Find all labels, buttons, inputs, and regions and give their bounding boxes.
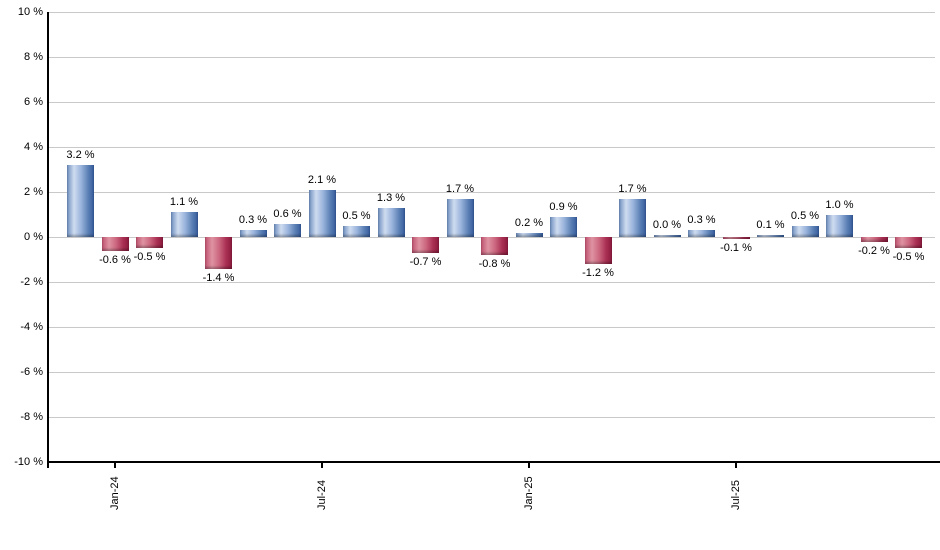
bar-Dec-23 <box>67 165 94 237</box>
bar-value-label: 3.2 % <box>66 149 95 161</box>
bar-value-label: 1.0 % <box>825 198 854 211</box>
bar-value-label: -0.8 % <box>478 258 511 270</box>
bar-value-label: 1.7 % <box>445 182 475 195</box>
bar-value-label: 0.3 % <box>687 214 716 227</box>
y-axis-tick-label: 2 % <box>24 186 43 198</box>
bar-value-label: 0.5 % <box>790 209 820 222</box>
bar-Jul-24 <box>308 189 336 237</box>
gridline <box>48 192 935 193</box>
bar-value-label: 0.6 % <box>273 207 302 220</box>
bar-value-label: -0.1 % <box>720 242 752 255</box>
y-axis-tick-label: -8 % <box>20 411 43 423</box>
y-axis-tick-label: -10 % <box>14 456 43 468</box>
bar-Jan-24 <box>101 237 129 251</box>
gridline <box>48 282 935 283</box>
x-axis-tick-label: Jul-25 <box>730 480 742 510</box>
bar-Nov-24 <box>446 198 474 237</box>
bar-Aug-24 <box>343 225 370 237</box>
gridline <box>48 147 935 148</box>
y-axis-tick-label: 6 % <box>24 96 43 108</box>
x-axis-tick-label: Jul-24 <box>316 480 328 510</box>
bar-Nov-25 <box>860 237 888 242</box>
bar-Apr-24 <box>205 237 232 269</box>
y-axis-tick-label: -6 % <box>20 366 43 378</box>
bar-value-label: -0.5 % <box>133 251 166 264</box>
bar-Jul-25 <box>722 237 750 240</box>
bar-Feb-25 <box>550 216 577 237</box>
x-axis-tick <box>528 463 530 468</box>
bar-May-24 <box>239 230 267 237</box>
bar-value-label: 1.1 % <box>169 196 199 209</box>
gridline <box>48 417 935 418</box>
y-axis-line <box>47 12 49 468</box>
bar-value-label: 0.3 % <box>238 214 268 227</box>
bar-value-label: -1.4 % <box>202 271 235 284</box>
bar-Dec-25 <box>895 237 922 249</box>
y-axis-tick-label: 8 % <box>24 51 43 63</box>
bar-Jun-24 <box>274 223 301 237</box>
y-axis-tick-label: 0 % <box>24 231 43 243</box>
bar-Oct-24 <box>412 237 439 253</box>
bar-Apr-25 <box>619 198 646 237</box>
bar-Sep-24 <box>377 207 405 237</box>
y-axis-tick-label: -4 % <box>20 321 43 333</box>
bar-value-label: 0.2 % <box>514 216 544 229</box>
gridline <box>48 327 935 328</box>
bar-Aug-25 <box>757 234 784 237</box>
bar-Mar-25 <box>584 237 612 264</box>
bar-value-label: -0.7 % <box>409 255 442 268</box>
bar-value-label: 1.7 % <box>618 182 647 195</box>
gridline <box>48 372 935 373</box>
bar-Jan-25 <box>515 232 543 237</box>
bar-value-label: 0.1 % <box>756 218 785 231</box>
bar-value-label: 2.1 % <box>307 173 337 186</box>
bar-Dec-24 <box>481 237 508 255</box>
bar-Sep-25 <box>791 225 819 237</box>
y-axis-tick-label: -2 % <box>20 276 43 288</box>
bar-value-label: 0.0 % <box>652 219 682 231</box>
bar-value-label: -0.5 % <box>892 251 925 264</box>
x-axis-tick <box>735 463 737 468</box>
bar-Mar-24 <box>170 212 198 237</box>
gridline <box>48 12 935 13</box>
x-axis-tick-label: Jan-25 <box>523 476 535 510</box>
bar-value-label: -1.2 % <box>582 267 614 279</box>
bar-value-label: 1.3 % <box>376 191 406 204</box>
bar-Jun-25 <box>688 230 715 237</box>
bar-May-25 <box>653 235 681 237</box>
bar-value-label: 0.5 % <box>342 209 371 222</box>
gridline <box>48 57 935 58</box>
bar-value-label: 0.9 % <box>549 200 578 213</box>
x-axis-line <box>48 461 940 463</box>
bar-Feb-24 <box>136 237 163 249</box>
bar-value-label: -0.6 % <box>99 253 131 266</box>
x-axis-tick <box>321 463 323 468</box>
gridline <box>48 102 935 103</box>
y-axis-tick-label: 4 % <box>24 141 43 153</box>
y-axis-tick-label: 10 % <box>17 6 43 18</box>
x-axis-tick <box>114 463 116 468</box>
x-axis-tick-label: Jan-24 <box>109 476 121 510</box>
bar-value-label: -0.2 % <box>858 244 890 257</box>
bar-Oct-25 <box>826 214 853 237</box>
